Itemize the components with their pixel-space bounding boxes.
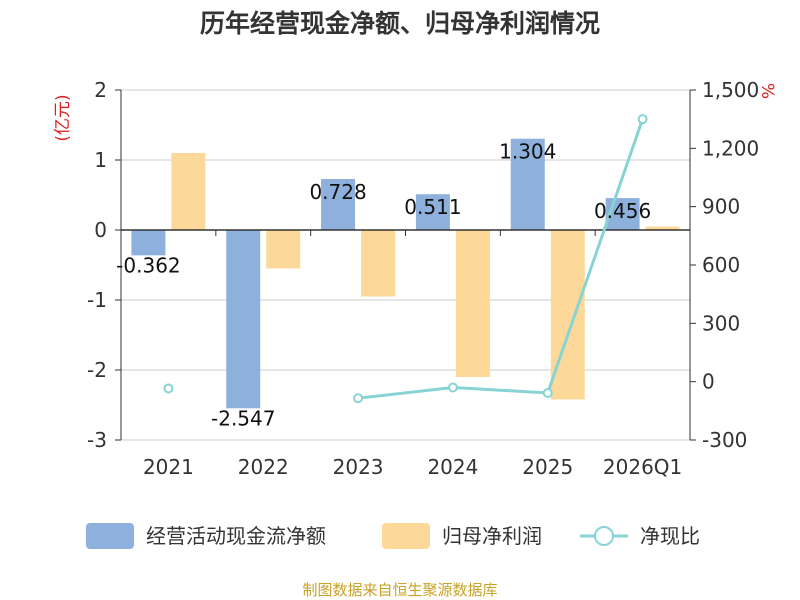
legend-net-profit-label: 归母净利润 (442, 524, 542, 548)
cashflow-data-label: 0.456 (594, 199, 651, 223)
legend: 经营活动现金流净额 归母净利润 净现比 (86, 523, 700, 549)
right-tick-label: -300 (702, 428, 747, 452)
cashflow-data-label: 0.728 (309, 180, 366, 204)
left-tick-label: 0 (94, 218, 107, 242)
left-tick-label: 2 (94, 78, 107, 102)
ratio-point (353, 393, 364, 404)
right-tick-label: 600 (702, 253, 740, 277)
legend-cashflow-label: 经营活动现金流净额 (146, 524, 326, 548)
chart-title: 历年经营现金净额、归母净利润情况 (200, 9, 600, 38)
cashflow-bar (131, 230, 166, 256)
cashflow-data-label: -0.362 (116, 253, 180, 277)
ratio-line-path (357, 118, 645, 400)
cashflow-data-label: 0.511 (404, 195, 461, 219)
cashflow-bar (415, 194, 450, 230)
category-label: 2026Q1 (603, 455, 682, 479)
left-axis-unit: (亿元) (53, 94, 73, 141)
category-label: 2024 (427, 455, 478, 479)
net-profit-bar (171, 153, 206, 230)
net-profit-bar (455, 230, 490, 377)
legend-net-profit-swatch (382, 523, 430, 549)
right-tick-label: 900 (702, 195, 740, 219)
ratio-point (447, 382, 458, 393)
category-label: 2023 (333, 455, 384, 479)
cashflow-bar (321, 179, 356, 230)
legend-ratio-swatch-marker (594, 526, 614, 546)
source-note: 制图数据来自恒生聚源数据库 (302, 581, 497, 599)
right-axis-unit: % (757, 83, 777, 99)
ratio-line (163, 114, 648, 404)
left-tick-label: -3 (87, 428, 107, 452)
right-tick-label: 300 (702, 311, 740, 335)
category-label: 2022 (238, 455, 289, 479)
right-tick-label: 0 (702, 370, 715, 394)
cashflow-data-label: 1.304 (499, 140, 556, 164)
cashflow-bar (510, 138, 545, 230)
category-label: 2025 (522, 455, 573, 479)
net-profit-bar (266, 230, 301, 269)
left-tick-label: -2 (87, 358, 107, 382)
cashflow-bar (226, 230, 261, 409)
ratio-point (542, 387, 553, 398)
net-profit-bar (645, 226, 680, 230)
right-tick-label: 1,200 (702, 136, 759, 160)
legend-ratio-label: 净现比 (640, 524, 700, 548)
ratio-point (637, 114, 648, 125)
axes: 2 1 0 -1 -2 -3 1,500 1,200 900 600 300 0 -300 2021 202… (87, 78, 759, 479)
grid (121, 89, 690, 441)
ratio-point (163, 383, 174, 394)
data-labels: -0.362 -2.547 0.728 0.511 1.304 0.456 (116, 140, 651, 431)
left-tick-label: 1 (94, 148, 107, 172)
right-tick-label: 1,500 (702, 78, 759, 102)
legend-cashflow-swatch (86, 523, 134, 549)
net-profit-bar (361, 230, 396, 297)
cashflow-data-label: -2.547 (211, 406, 275, 430)
bars (131, 138, 680, 409)
left-tick-label: -1 (87, 288, 107, 312)
category-label: 2021 (143, 455, 194, 479)
